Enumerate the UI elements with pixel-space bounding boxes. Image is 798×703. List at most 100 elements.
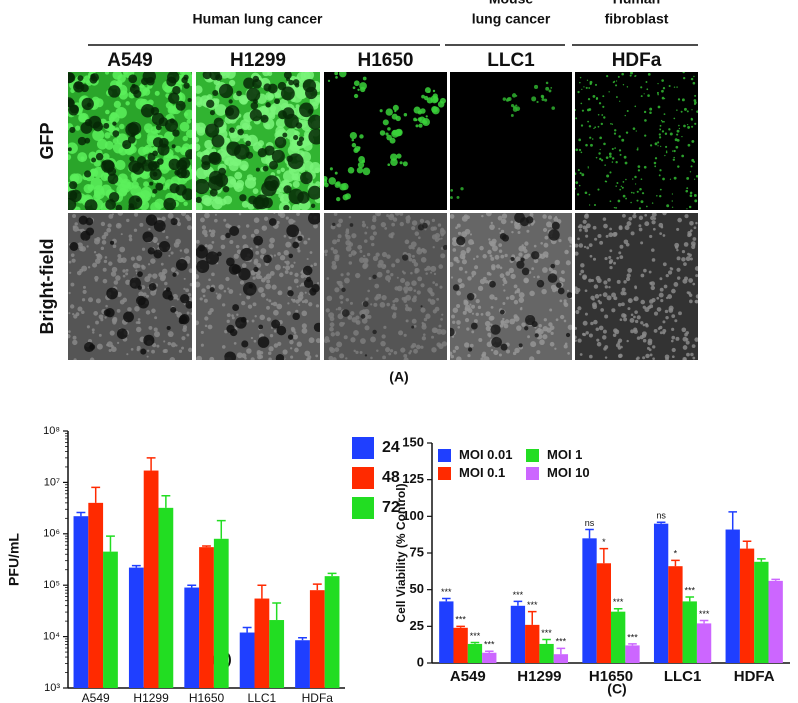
bar <box>553 654 569 663</box>
cell-spot <box>172 272 177 277</box>
cell-spot <box>68 154 72 161</box>
cell-spot <box>559 299 563 303</box>
cell-spot <box>400 347 406 353</box>
cell-spot <box>255 245 259 249</box>
micrograph <box>196 72 320 210</box>
cell-spot <box>293 278 299 284</box>
bar <box>128 567 144 688</box>
cell-spot <box>517 230 521 234</box>
cell-spot <box>203 149 210 156</box>
cell-spot <box>220 145 228 152</box>
cell-spot <box>618 338 623 343</box>
cell-spot <box>423 317 428 322</box>
cell-spot <box>146 76 155 86</box>
cell-spot <box>110 111 118 120</box>
cell-spot <box>644 134 647 137</box>
cell-spot <box>328 177 336 185</box>
cell-spot <box>626 109 629 112</box>
cell-spot <box>615 96 618 98</box>
cell-spot <box>621 287 626 292</box>
error-bar <box>542 638 551 644</box>
cell-spot <box>686 208 688 210</box>
cell-spot <box>207 244 213 250</box>
cell-spot <box>314 167 320 174</box>
cell-spot <box>299 284 302 287</box>
cell-spot <box>329 322 335 328</box>
cell-spot <box>196 355 203 360</box>
cell-spot <box>452 320 456 324</box>
cell-spot <box>609 265 613 270</box>
cell-spot <box>615 80 618 82</box>
cell-spot <box>241 200 249 208</box>
cell-spot <box>531 267 535 271</box>
cell-spot <box>515 104 518 107</box>
cell-spot <box>616 182 619 184</box>
cell-spot <box>622 213 626 218</box>
cell-spot <box>331 260 337 266</box>
bar <box>143 470 159 688</box>
cell-spot <box>612 333 617 337</box>
cell-spot <box>95 254 98 257</box>
cell-spot <box>372 274 377 279</box>
cell-spot <box>357 88 360 92</box>
cell-spot <box>362 167 371 176</box>
cell-spot <box>674 319 678 323</box>
cell-spot <box>688 253 692 257</box>
cell-spot <box>366 226 369 229</box>
cell-spot <box>376 349 379 353</box>
cell-spot <box>512 351 517 356</box>
cell-spot <box>153 239 157 244</box>
cell-spot <box>353 251 357 255</box>
bar <box>324 576 340 688</box>
cell-spot <box>530 341 537 348</box>
cell-spot <box>656 307 662 312</box>
cell-spot <box>126 353 129 356</box>
cell-spot <box>226 141 241 156</box>
cell-spot <box>176 221 182 227</box>
cell-spot <box>594 237 598 241</box>
cell-spot <box>334 256 340 262</box>
cell-spot <box>265 102 271 108</box>
cell-spot <box>343 277 350 284</box>
row-label: Bright-field <box>37 239 57 335</box>
cell-spot <box>432 309 437 314</box>
cell-spot <box>253 266 259 273</box>
cell-spot <box>280 86 295 101</box>
cell-spot <box>676 227 680 231</box>
bar <box>696 623 712 663</box>
cell-spot <box>88 115 102 129</box>
cell-spot <box>355 350 359 354</box>
micrograph <box>68 72 192 210</box>
cell-spot <box>69 242 79 251</box>
cell-spot <box>424 87 431 94</box>
cell-spot <box>137 321 141 325</box>
cell-spot <box>252 188 259 195</box>
cell-spot <box>207 310 212 315</box>
cell-spot <box>523 254 529 260</box>
cell-spot <box>235 317 247 329</box>
cell-spot <box>563 302 569 308</box>
cell-spot <box>293 261 296 264</box>
cell-spot <box>495 264 501 269</box>
cell-spot <box>269 237 275 244</box>
cell-spot <box>466 327 470 331</box>
cell-spot <box>563 299 567 303</box>
cell-spot <box>87 266 91 269</box>
cell-spot <box>246 319 249 323</box>
cell-spot <box>296 341 302 347</box>
cell-spot <box>383 325 387 329</box>
cell-spot <box>421 324 427 330</box>
cell-spot <box>681 98 685 102</box>
cell-spot <box>673 156 675 159</box>
cell-spot <box>287 290 294 297</box>
cell-spot <box>547 273 558 283</box>
cell-spot <box>614 329 620 335</box>
cell-spot <box>651 248 655 252</box>
cell-spot <box>524 241 529 246</box>
cell-spot <box>172 293 178 300</box>
cell-spot <box>185 129 192 139</box>
cell-spot <box>595 97 599 100</box>
cell-spot <box>413 295 417 299</box>
legend-swatch <box>352 497 374 519</box>
cell-spot <box>548 229 560 241</box>
